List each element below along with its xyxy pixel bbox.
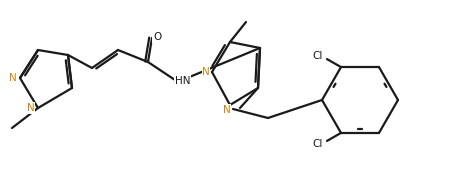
Text: O: O — [153, 32, 161, 42]
Text: N: N — [9, 73, 17, 83]
Text: Cl: Cl — [313, 51, 323, 61]
Text: Cl: Cl — [313, 139, 323, 149]
Text: N: N — [202, 67, 210, 77]
Text: N: N — [27, 103, 35, 113]
Text: HN: HN — [175, 76, 190, 86]
Text: N: N — [223, 105, 231, 115]
